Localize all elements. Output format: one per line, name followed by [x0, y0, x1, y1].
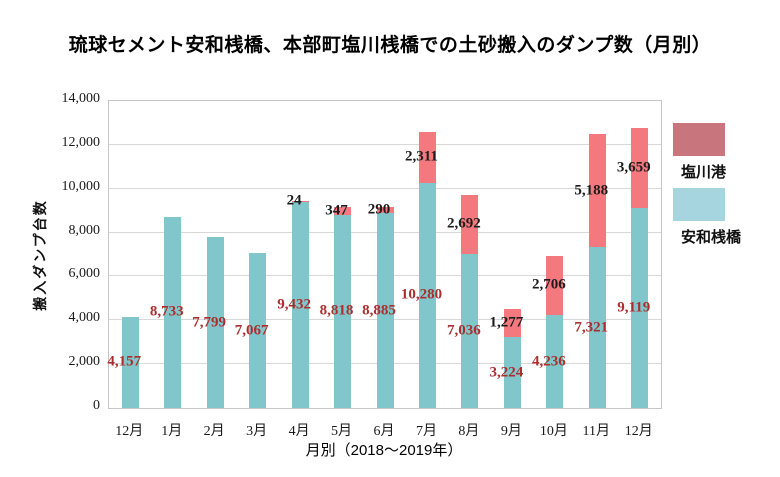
bar-segment-安和桟橋 [164, 216, 182, 408]
bar-segment-安和桟橋 [503, 337, 521, 408]
data-label: 9,432 [277, 296, 311, 313]
data-label: 2,311 [404, 148, 438, 165]
data-label: 8,885 [362, 302, 396, 319]
x-tick-label: 3月 [246, 424, 268, 439]
data-label: 8,733 [149, 303, 184, 320]
legend-swatch-shiokawa [673, 123, 725, 156]
y-axis-ticks: 0 2,000 4,000 6,000 8,000 10,000 12,000 14,000 [0, 0, 101, 477]
bar-segment-安和桟橋 [461, 253, 479, 408]
bar-segment-塩川港 [376, 206, 394, 214]
data-label: 7,321 [574, 319, 609, 336]
legend-swatch-awa [673, 188, 725, 221]
y-tick-label: 8,000 [68, 222, 101, 238]
x-tick-label: 2月 [203, 424, 225, 439]
bar-segment-安和桟橋 [631, 208, 649, 408]
y-tick-label: 4,000 [68, 310, 101, 326]
data-label: 24 [286, 192, 302, 209]
bar-segment-安和桟橋 [291, 201, 309, 408]
legend-label-shiokawa: 塩川港 [681, 164, 727, 181]
x-axis-title: 月別（2018～2019年） [305, 442, 463, 459]
bar-segment-安和桟橋 [376, 213, 394, 408]
x-tick-label: 10月 [539, 424, 568, 439]
data-label: 2,706 [531, 276, 566, 293]
data-label: 7,799 [192, 314, 227, 330]
data-label: 7,036 [447, 322, 481, 339]
x-tick-label: 7月 [415, 424, 437, 439]
y-tick-label: 12,000 [61, 134, 101, 150]
x-tick-label: 4月 [288, 424, 310, 439]
bar-segment-塩川港 [631, 127, 649, 209]
x-tick-label: 5月 [331, 424, 353, 439]
y-tick-label: 0 [93, 398, 100, 413]
gridline [109, 187, 661, 189]
x-tick-label: 8月 [458, 424, 480, 439]
plot-area: 4,157 8,733 7,799 7,067 9,432 24 8,818 347 8,885… [107, 100, 662, 409]
x-tick-label: 11月 [582, 424, 611, 439]
data-label: 2,692 [447, 215, 481, 232]
x-tick-label: 12月 [115, 424, 144, 439]
bar-segment-安和桟橋 [546, 315, 564, 408]
y-tick-label: 2,000 [68, 354, 101, 370]
x-tick-label: 1月 [161, 424, 183, 439]
data-label: 9,119 [617, 299, 651, 316]
chart-title: 琉球セメント安和桟橋、本部町塩川桟橋での土砂搬入のダンプ数（月別） [68, 35, 712, 56]
data-label: 7,067 [234, 322, 269, 339]
bar-segment-安和桟橋 [418, 182, 436, 408]
gridline [109, 143, 661, 145]
legend: 塩川港 安和桟橋 [673, 123, 773, 253]
y-tick-label: 14,000 [61, 91, 101, 106]
bar-segment-塩川港 [588, 133, 606, 248]
x-axis-ticks: 12月 1月 2月 3月 4月 5月 6月 7月 8月 9月 10月 11月 12月 [108, 420, 660, 440]
data-label: 290 [367, 201, 391, 218]
bar-segment-安和桟橋 [249, 253, 267, 408]
bar-segment-塩川港 [461, 194, 479, 254]
y-tick-label: 10,000 [61, 178, 101, 194]
x-tick-label: 9月 [500, 424, 522, 439]
bar-segment-安和桟橋 [121, 316, 139, 408]
bar-segment-安和桟橋 [206, 236, 224, 408]
data-label: 4,236 [531, 353, 566, 370]
bar-segment-塩川港 [291, 200, 309, 202]
y-tick-label: 6,000 [68, 266, 101, 282]
data-label: 1,277 [489, 314, 524, 331]
bar-segment-塩川港 [503, 309, 521, 338]
x-tick-label: 12月 [624, 424, 653, 439]
data-label: 4,157 [107, 353, 142, 370]
data-label: 3,659 [616, 159, 651, 176]
bar-segment-塩川港 [334, 207, 352, 215]
bar-segment-塩川港 [418, 131, 436, 183]
data-label: 347 [325, 202, 348, 219]
bar-segment-安和桟橋 [588, 247, 606, 408]
bar-segment-塩川港 [546, 255, 564, 316]
x-tick-label: 6月 [373, 424, 395, 439]
data-label: 3,224 [489, 364, 524, 381]
data-label: 8,818 [319, 302, 354, 319]
legend-label-awa: 安和桟橋 [681, 229, 742, 246]
data-label: 10,280 [400, 286, 443, 303]
data-label: 5,188 [574, 182, 609, 199]
bar-segment-安和桟橋 [334, 214, 352, 408]
